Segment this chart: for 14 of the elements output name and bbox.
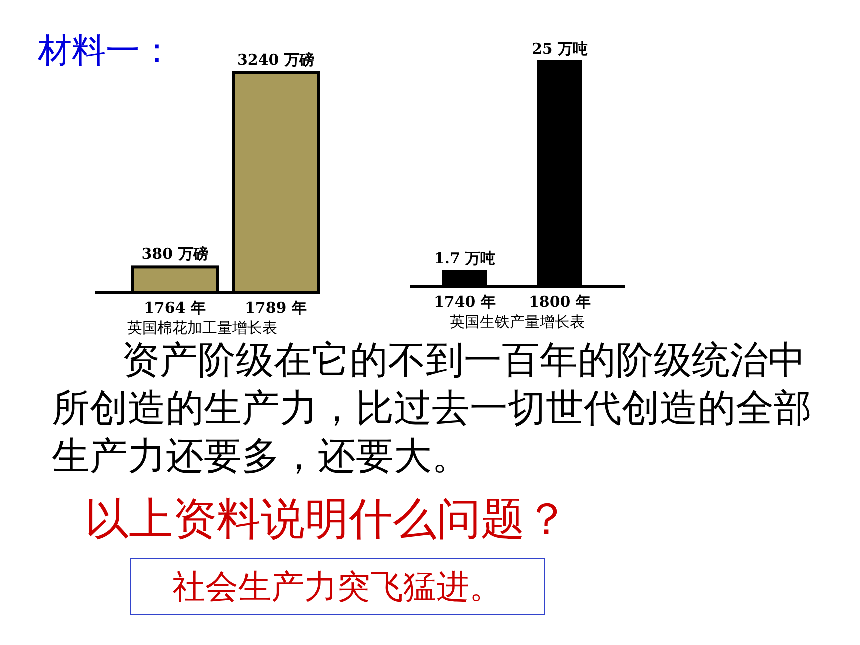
data-label: 380 万磅: [142, 245, 208, 264]
x-axis-title: 英国生铁产量增长表: [450, 313, 585, 331]
text: 社会生产力突飞猛进。: [130, 558, 545, 615]
x-tick-label: 1789 年: [245, 299, 307, 317]
text: 资产阶级在它的不到一百年的阶级统治中所创造的生产力，比过去一切世代创造的全部生产力还要多，还要大。: [52, 337, 813, 480]
x-tick-label: 1800 年: [529, 293, 591, 311]
data-label: 25 万吨: [532, 40, 588, 58]
text: 以上资料说明什么问题？: [85, 493, 569, 547]
data-label: 1.7 万吨: [434, 250, 496, 268]
x-tick-label: 1764 年: [144, 299, 206, 317]
x-axis-title: 英国棉花加工量增长表: [128, 319, 278, 337]
chart-title: 材料一：: [37, 31, 174, 71]
x-tick-label: 1740 年: [434, 293, 496, 311]
data-label: 3240 万磅: [238, 51, 314, 69]
